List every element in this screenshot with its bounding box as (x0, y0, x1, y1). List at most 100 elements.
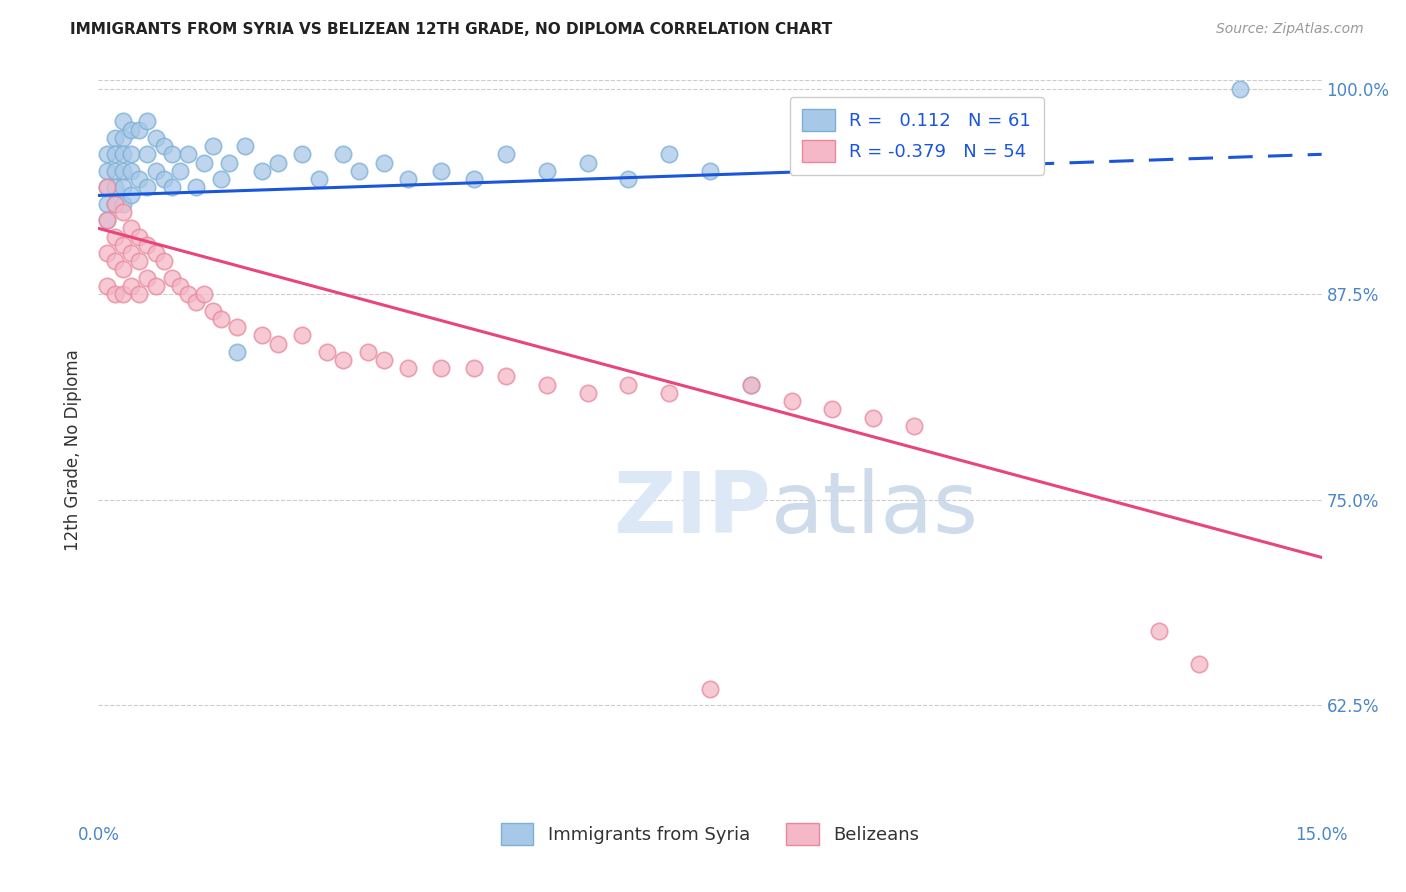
Point (152, 254, 174, 268)
Point (96, 279, 118, 293)
Point (1229, 81, 1251, 95)
Point (576, 385, 599, 400)
Point (658, 147, 681, 161)
Point (96, 163, 118, 178)
Point (193, 287, 215, 301)
Point (104, 180, 127, 194)
Point (349, 163, 371, 178)
Point (104, 254, 127, 268)
Point (209, 172, 232, 186)
Point (104, 196, 127, 211)
Point (111, 287, 134, 301)
Point (104, 196, 127, 211)
Point (291, 147, 314, 161)
Point (1147, 624, 1170, 639)
Point (233, 139, 256, 153)
Point (145, 246, 167, 260)
Point (740, 377, 762, 392)
Point (699, 681, 721, 696)
Point (430, 361, 453, 376)
Point (136, 237, 159, 252)
Point (111, 262, 134, 277)
Point (120, 279, 142, 293)
Point (373, 155, 395, 169)
Legend: Immigrants from Syria, Belizeans: Immigrants from Syria, Belizeans (494, 816, 927, 853)
Point (96, 213, 118, 227)
Point (128, 287, 150, 301)
Point (356, 344, 378, 359)
Point (201, 139, 224, 153)
Point (111, 237, 134, 252)
Point (145, 279, 167, 293)
Point (128, 172, 150, 186)
Point (617, 377, 640, 392)
Point (160, 180, 183, 194)
Point (226, 344, 249, 359)
Point (120, 188, 142, 202)
Point (903, 418, 925, 433)
Point (120, 221, 142, 235)
Point (617, 172, 640, 186)
Point (332, 147, 354, 161)
Point (104, 163, 127, 178)
Point (120, 246, 142, 260)
Point (104, 147, 127, 161)
Point (463, 361, 485, 376)
Point (104, 229, 127, 244)
Point (96, 180, 118, 194)
Point (104, 131, 127, 145)
Point (396, 361, 419, 376)
Point (111, 180, 134, 194)
Point (536, 163, 558, 178)
Point (145, 131, 167, 145)
Point (128, 254, 150, 268)
Point (186, 295, 208, 310)
Point (96, 147, 118, 161)
Point (136, 147, 159, 161)
Point (120, 122, 142, 136)
Point (218, 155, 240, 169)
Point (250, 163, 273, 178)
Point (201, 303, 224, 318)
Point (186, 180, 208, 194)
Point (315, 344, 337, 359)
Point (136, 180, 159, 194)
Point (136, 114, 159, 128)
Point (111, 131, 134, 145)
Point (373, 353, 395, 368)
Point (699, 163, 721, 178)
Text: ZIP: ZIP (613, 468, 772, 551)
Point (267, 336, 290, 351)
Point (120, 147, 142, 161)
Point (862, 410, 884, 425)
Point (96, 213, 118, 227)
Point (169, 163, 191, 178)
Point (145, 163, 167, 178)
Point (111, 163, 134, 178)
Point (984, 147, 1007, 161)
Point (177, 147, 200, 161)
Point (136, 270, 159, 285)
Point (291, 328, 314, 343)
Point (111, 205, 134, 219)
Point (152, 139, 174, 153)
Point (177, 287, 200, 301)
Text: Source: ZipAtlas.com: Source: ZipAtlas.com (1216, 22, 1364, 37)
Point (821, 155, 844, 169)
Point (226, 320, 249, 334)
Text: atlas: atlas (772, 468, 979, 551)
Point (308, 172, 330, 186)
Point (104, 287, 127, 301)
Y-axis label: 12th Grade, No Diploma: 12th Grade, No Diploma (65, 350, 83, 551)
Point (780, 394, 803, 409)
Point (332, 353, 354, 368)
Point (495, 369, 517, 384)
Point (209, 311, 232, 326)
Point (111, 114, 134, 128)
Point (250, 328, 273, 343)
Point (396, 172, 419, 186)
Point (111, 196, 134, 211)
Point (128, 122, 150, 136)
Point (1188, 657, 1211, 672)
Point (658, 385, 681, 400)
